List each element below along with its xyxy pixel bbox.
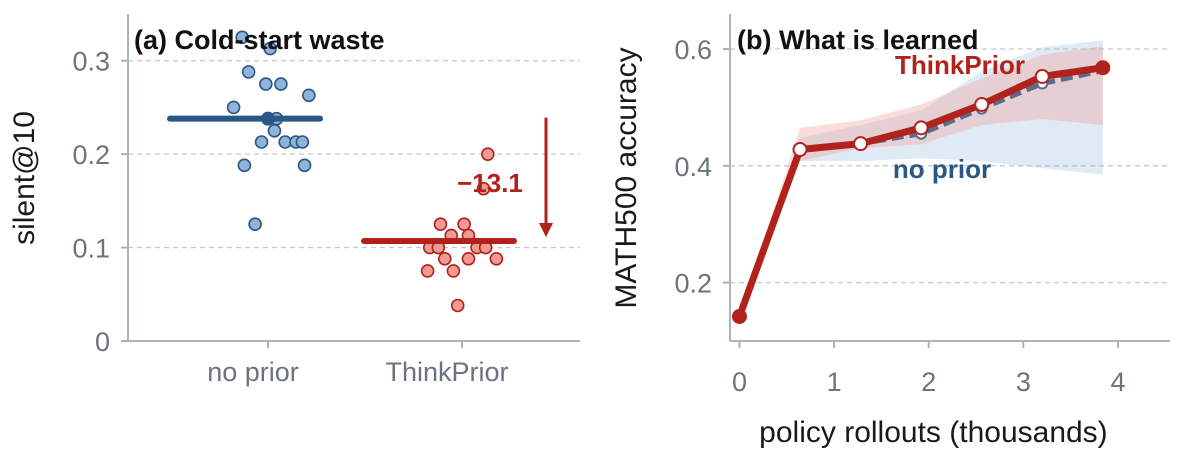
data-point — [297, 158, 312, 173]
confidence-band — [739, 40, 1103, 317]
panel-b-y-axis-label: MATH500 accuracy — [610, 47, 643, 308]
marker — [974, 97, 990, 113]
data-point — [302, 88, 316, 103]
panel-a-y-ticks: 0 0.1 0.2 0.3 — [72, 47, 128, 357]
data-point — [489, 251, 504, 266]
y-tick-label: 0.4 — [674, 152, 712, 182]
data-point — [461, 251, 476, 266]
marker — [792, 141, 808, 157]
panel-b-x-axis-label: policy rollouts (thousands) — [759, 416, 1108, 449]
panel-b-gridlines — [730, 48, 1170, 284]
x-tick-label: ThinkPrior — [385, 357, 508, 387]
data-point — [450, 298, 465, 313]
panel-a-y-axis-label: silent@10 — [8, 111, 41, 245]
x-tick-label: no prior — [207, 357, 299, 387]
data-point — [446, 264, 461, 278]
panel-b-markers — [731, 60, 1111, 324]
x-tick-label: 3 — [1016, 367, 1031, 397]
data-point — [457, 217, 471, 232]
confidence-band — [739, 46, 1103, 317]
data-point — [259, 77, 273, 91]
data-point — [480, 147, 495, 161]
marker-start — [732, 309, 746, 323]
panel-b-x-ticks: 0 1 2 3 4 — [732, 341, 1125, 397]
panel-b-y-ticks: 0.2 0.4 0.6 — [674, 35, 730, 299]
data-point — [274, 77, 288, 91]
marker-end — [1096, 61, 1110, 75]
x-tick-label: 1 — [827, 367, 842, 397]
marker — [913, 120, 929, 136]
reduction-arrow-head — [539, 223, 553, 238]
x-tick-label: 2 — [921, 367, 936, 397]
data-point — [235, 30, 249, 45]
data-point — [433, 217, 448, 232]
y-tick-label: 0 — [95, 327, 110, 357]
mean-dot — [261, 111, 275, 126]
panel-b-title: (b) What is learned — [737, 25, 979, 55]
reduction-label: −13.1 — [457, 168, 523, 198]
y-tick-label: 0.1 — [72, 234, 110, 264]
panel-a-x-ticks: no prior ThinkPrior — [207, 341, 509, 387]
data-point — [295, 135, 310, 149]
data-point — [241, 65, 256, 79]
panel-a-means — [167, 111, 517, 245]
panel-a-title: (a) Cold-start waste — [134, 25, 385, 55]
panel-b-confidence-bands — [739, 40, 1103, 317]
y-tick-label: 0.3 — [72, 47, 110, 77]
data-point — [437, 251, 452, 266]
data-point — [476, 181, 491, 196]
y-tick-label: 0.2 — [674, 269, 712, 299]
data-point — [267, 123, 282, 138]
data-point — [420, 264, 435, 278]
marker — [1034, 68, 1050, 84]
y-tick-label: 0.2 — [72, 140, 110, 170]
data-point — [226, 100, 241, 115]
marker — [853, 136, 869, 152]
y-tick-label: 0.6 — [674, 35, 712, 65]
series-label-thinkprior: ThinkPrior — [895, 50, 1025, 80]
data-point — [248, 217, 262, 232]
panel-b-what-is-learned: 0.2 0.4 0.6 0 1 2 3 4 MATH500 accuracy policy … — [610, 14, 1170, 449]
data-point — [237, 158, 252, 173]
series-label-no-prior: no prior — [893, 154, 991, 184]
panel-a-reduction-annotation: −13.1 — [457, 117, 553, 238]
panel-a-cold-start-waste: 00.10.20.3 no prior ThinkPrior silent@10 … — [8, 14, 580, 387]
data-point — [263, 41, 277, 56]
x-tick-label: 4 — [1110, 367, 1125, 397]
panel-a-gridlines — [128, 60, 580, 249]
x-tick-label: 0 — [732, 367, 747, 397]
data-point — [254, 135, 269, 149]
